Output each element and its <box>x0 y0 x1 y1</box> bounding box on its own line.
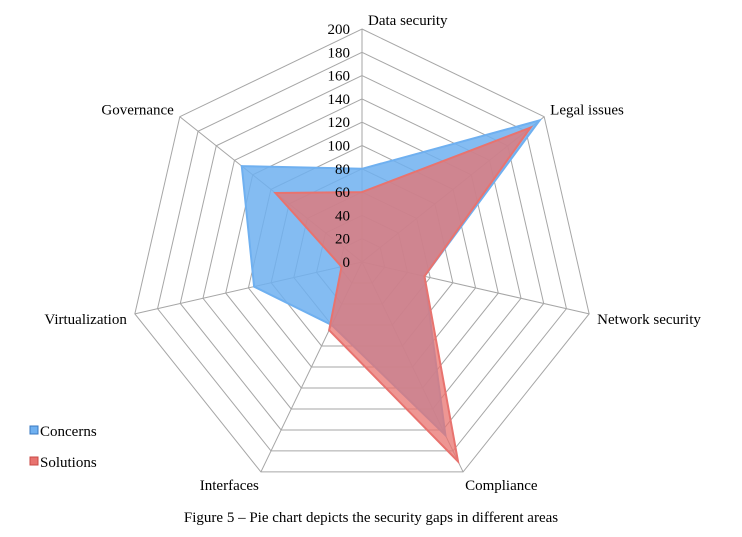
legend-swatch <box>29 425 39 435</box>
data-point <box>529 126 532 129</box>
category-label: Network security <box>597 312 701 328</box>
category-label: Data security <box>368 13 448 29</box>
data-point <box>361 167 363 170</box>
tick-label: 20 <box>335 232 350 248</box>
grid-ring <box>157 51 567 452</box>
category-label: Governance <box>101 103 174 119</box>
data-point <box>538 119 541 122</box>
category-label: Legal issues <box>550 103 624 119</box>
tick-label: 200 <box>328 22 351 38</box>
data-point <box>328 329 331 332</box>
tick-label: 120 <box>328 115 351 131</box>
data-point <box>361 191 363 194</box>
grid-ring <box>179 75 545 431</box>
legend-swatch <box>29 456 39 466</box>
tick-label: 60 <box>335 185 350 201</box>
data-point <box>340 265 343 268</box>
figure-caption: Figure 5 – Pie chart depicts the securit… <box>183 510 559 526</box>
grid-ring <box>202 98 522 410</box>
data-point <box>457 460 460 463</box>
legend-label: Concerns <box>40 424 97 440</box>
tick-label: 140 <box>328 92 351 108</box>
legend-label: Solutions <box>40 455 97 471</box>
tick-label: 80 <box>335 162 350 178</box>
data-point <box>423 275 426 278</box>
category-label: Virtualization <box>44 312 127 328</box>
tick-label: 180 <box>328 45 351 61</box>
series-area-solutions <box>273 125 534 465</box>
grid-ring <box>134 28 590 473</box>
data-point <box>274 191 277 194</box>
tick-label: 100 <box>328 139 351 155</box>
category-label: Compliance <box>465 478 538 494</box>
tick-label: 160 <box>328 69 351 85</box>
tick-label: 0 <box>343 255 351 271</box>
data-point <box>253 285 256 288</box>
data-point <box>240 165 243 168</box>
category-label: Interfaces <box>200 478 259 494</box>
tick-label: 40 <box>335 208 350 224</box>
